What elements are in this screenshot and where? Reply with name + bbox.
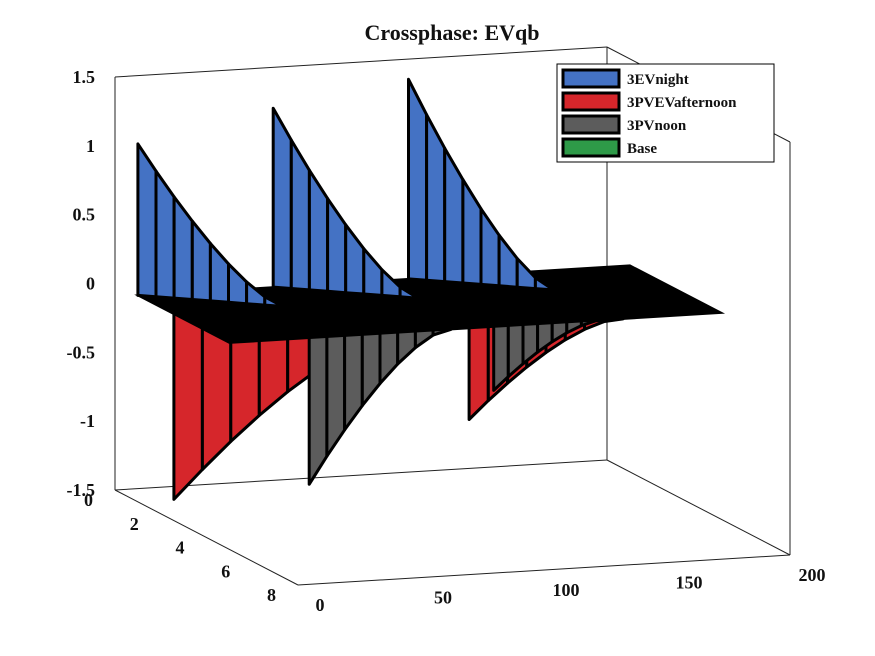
surface-3evnight-1-strip (289, 138, 311, 292)
surface-3pvevafternoon-0-strip (172, 298, 204, 501)
surface-3evnight-2-strip (533, 276, 555, 292)
z-tick-label: 0.5 (73, 205, 96, 225)
surface-3evnight-0-strip (154, 169, 176, 300)
surface-3evnight-2-strip (497, 233, 519, 289)
surface-3evnight-1-strip (344, 223, 366, 296)
legend: 3EVnight 3PVEVafternoon 3PVnoon Base (556, 63, 775, 163)
box-right-floor (606, 459, 791, 556)
surface-3evnight-0-strip (227, 262, 249, 306)
z-tick-label: 1 (86, 136, 95, 156)
y-tick-label: 0 (84, 490, 93, 510)
z-tick-label: -1 (80, 411, 95, 431)
surface-3evnight-0-strip (263, 295, 285, 308)
legend-label-3pvnoon: 3PVnoon (627, 118, 687, 134)
surface-3evnight-0-strip (172, 195, 194, 301)
y-tick-label: 4 (176, 538, 185, 558)
legend-label-3evnight: 3EVnight (627, 72, 689, 88)
x-axis-line (297, 554, 791, 586)
legend-swatch-3evnight (561, 68, 621, 89)
x-tick-label: 150 (676, 573, 703, 593)
surface-3evnight-0-strip (245, 280, 267, 307)
legend-swatch-3pvnoon (561, 114, 621, 135)
plot-surfaces (134, 77, 726, 501)
x-tick-label: 200 (799, 565, 826, 585)
x-tick-label: 100 (553, 580, 580, 600)
z-tick-label: -1.5 (67, 480, 96, 500)
surface-3evnight-2-strip (461, 178, 483, 286)
y-axis-line (114, 489, 299, 586)
surface-3evnight-2-strip (479, 207, 501, 288)
legend-label-3pvevafternoon: 3PVEVafternoon (627, 95, 737, 111)
box-bottom-back (114, 459, 608, 491)
surface-3evnight-0 (136, 142, 285, 308)
y-tick-label: 2 (130, 514, 139, 534)
surface-3evnight-1-strip (271, 106, 293, 290)
surface-3evnight-0-strip (136, 142, 158, 299)
surface-3evnight-2-strip (425, 113, 447, 284)
legend-label-base: Base (627, 141, 657, 157)
surface-3evnight-1-strip (307, 168, 330, 293)
x-tick-label: 50 (434, 588, 452, 608)
z-tick-label: 0 (86, 274, 95, 294)
surface-3evnight-2-strip (407, 77, 429, 282)
surface-3evnight-1-strip (362, 247, 384, 297)
surface-3evnight-2 (407, 77, 555, 292)
surface-3evnight-0-strip (190, 219, 212, 303)
surface-3evnight-2-strip (443, 146, 465, 285)
z-tick-label: -0.5 (67, 342, 96, 362)
y-tick-label: 6 (221, 561, 230, 581)
legend-swatch-base (561, 137, 621, 158)
surface-3evnight-1-strip (326, 197, 348, 295)
legend-swatch-3pvevafternoon (561, 91, 621, 112)
surface-3evnight-1 (271, 106, 420, 300)
surface-3evnight-0-strip (208, 242, 230, 304)
surface-3evnight-1-strip (380, 268, 402, 299)
x-tick-label: 0 (316, 595, 325, 615)
z-tick-label: 1.5 (73, 67, 96, 87)
chart-title: Crossphase: EVqb (364, 20, 539, 45)
surface-3evnight-1-strip (398, 285, 420, 300)
surface-3evnight-2-strip (515, 257, 537, 291)
box-top-back (114, 46, 608, 78)
y-tick-label: 8 (267, 585, 276, 605)
